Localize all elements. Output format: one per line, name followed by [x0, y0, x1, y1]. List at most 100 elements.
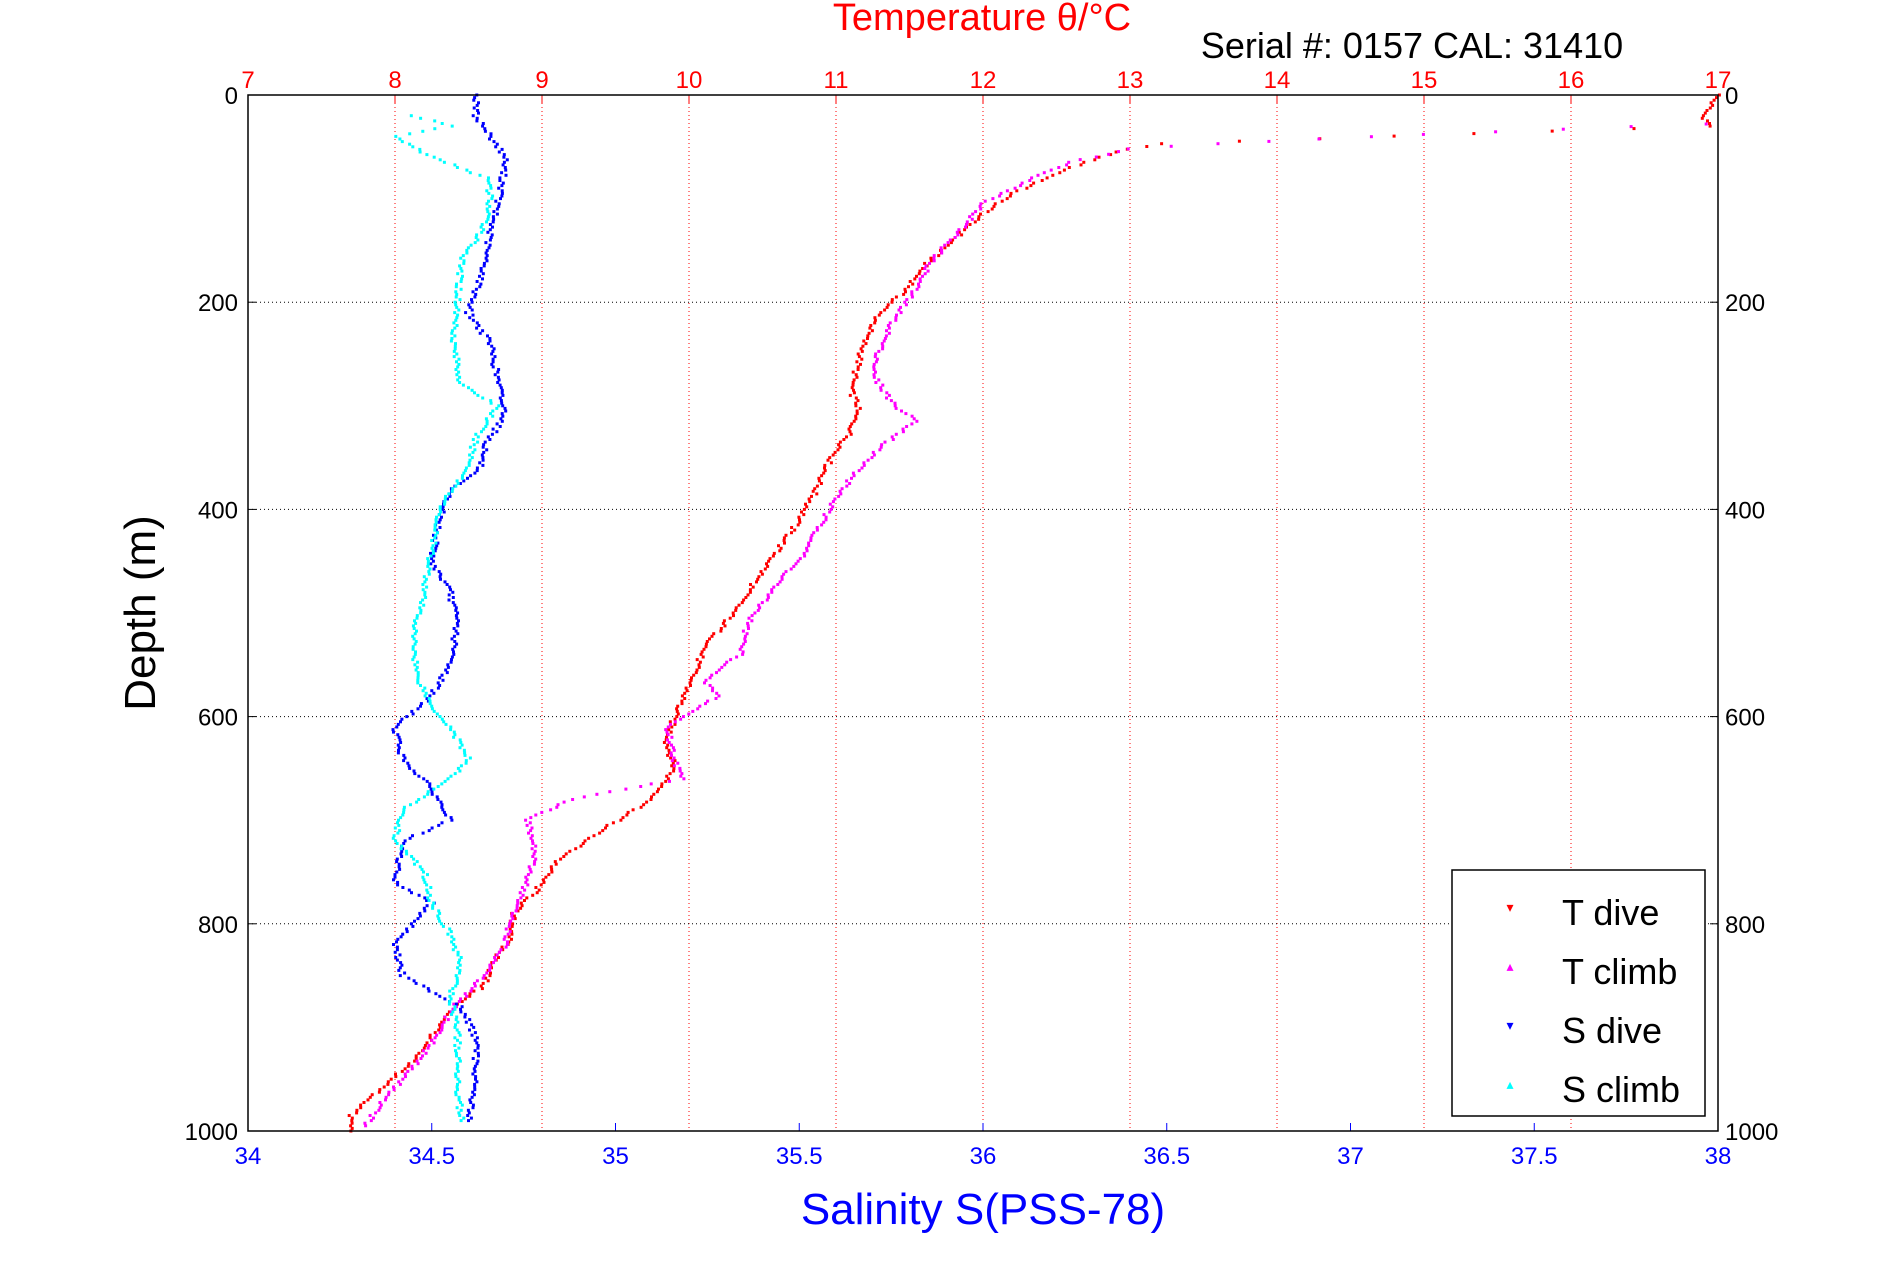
data-point: [431, 906, 435, 910]
data-point: [782, 539, 786, 542]
data-point: [670, 759, 674, 763]
data-point: [448, 585, 452, 589]
data-point: [463, 469, 467, 473]
data-point: [495, 422, 499, 426]
data-point: [449, 339, 453, 343]
data-point: [451, 1010, 455, 1014]
data-point: [666, 725, 670, 729]
data-point: [430, 539, 434, 542]
data-point: [502, 937, 506, 941]
data-point: [423, 590, 427, 594]
data-point: [418, 911, 422, 915]
data-point: [824, 518, 828, 522]
data-point: [986, 210, 990, 214]
data-point: [978, 204, 982, 208]
data-point: [424, 1051, 428, 1055]
data-point: [872, 362, 876, 366]
data-point: [485, 220, 488, 224]
data-point: [452, 634, 456, 638]
data-point: [531, 842, 535, 845]
data-point: [436, 785, 440, 788]
data-point: [350, 1121, 354, 1125]
data-point: [475, 119, 479, 123]
data-point: [395, 860, 399, 864]
data-point: [419, 684, 422, 687]
data-point: [473, 241, 477, 245]
data-point: [468, 171, 472, 175]
data-point: [415, 614, 419, 618]
data-point: [421, 689, 425, 693]
data-point: [991, 197, 995, 201]
data-point: [743, 637, 747, 641]
data-point: [413, 862, 416, 866]
data-point: [450, 337, 454, 340]
data-point: [458, 963, 462, 967]
data-point: [466, 246, 470, 250]
data-point: [436, 798, 440, 801]
data-point: [491, 365, 495, 369]
data-point: [704, 702, 707, 706]
data-point: [369, 1119, 373, 1123]
data-point: [459, 1101, 462, 1104]
data-point: [396, 743, 400, 747]
data-point: [471, 438, 475, 441]
data-point: [682, 715, 685, 719]
data-point: [642, 803, 646, 807]
data-point: [457, 961, 461, 965]
data-point: [521, 893, 525, 897]
data-point: [802, 513, 806, 517]
data-point: [784, 570, 788, 574]
data-point: [537, 888, 541, 892]
data-point: [526, 883, 530, 887]
data-point: [1550, 129, 1554, 133]
data-point: [850, 386, 854, 390]
data-point: [455, 1015, 459, 1019]
data-point: [731, 611, 735, 615]
data-point: [396, 883, 400, 887]
data-point: [415, 665, 419, 669]
data-point: [427, 899, 431, 902]
data-point: [667, 751, 671, 755]
data-point: [432, 533, 435, 537]
data-point: [398, 1082, 402, 1086]
data-point: [910, 422, 914, 426]
data-point: [484, 256, 488, 260]
data-point: [822, 520, 826, 524]
data-point: [851, 370, 855, 374]
data-point: [437, 917, 441, 921]
data-point: [509, 919, 513, 923]
data-point: [499, 197, 502, 201]
data-point: [877, 378, 881, 382]
data-point: [456, 378, 460, 382]
data-point: [822, 513, 826, 517]
depth-tick-label-right: 600: [1725, 705, 1765, 732]
data-point: [740, 601, 744, 605]
data-point: [455, 479, 459, 483]
data-point: [911, 282, 915, 286]
data-point: [1711, 103, 1715, 107]
data-point: [464, 311, 468, 315]
data-point: [1079, 163, 1083, 167]
data-point: [498, 179, 502, 182]
data-point: [402, 808, 406, 812]
data-point: [823, 466, 826, 470]
data-point: [852, 474, 856, 478]
data-point: [455, 1085, 459, 1089]
data-point: [448, 927, 452, 931]
data-point: [438, 518, 442, 522]
data-point: [903, 300, 907, 304]
data-point: [932, 256, 936, 260]
data-point: [949, 241, 953, 245]
data-point: [425, 779, 429, 783]
data-point: [937, 254, 941, 258]
data-point: [756, 608, 760, 612]
data-point: [753, 611, 757, 615]
data-point: [929, 259, 933, 263]
data-point: [881, 383, 885, 387]
data-point: [471, 313, 475, 317]
data-point: [992, 204, 996, 208]
data-point: [504, 945, 508, 949]
data-point: [913, 277, 917, 281]
data-point: [456, 624, 460, 628]
